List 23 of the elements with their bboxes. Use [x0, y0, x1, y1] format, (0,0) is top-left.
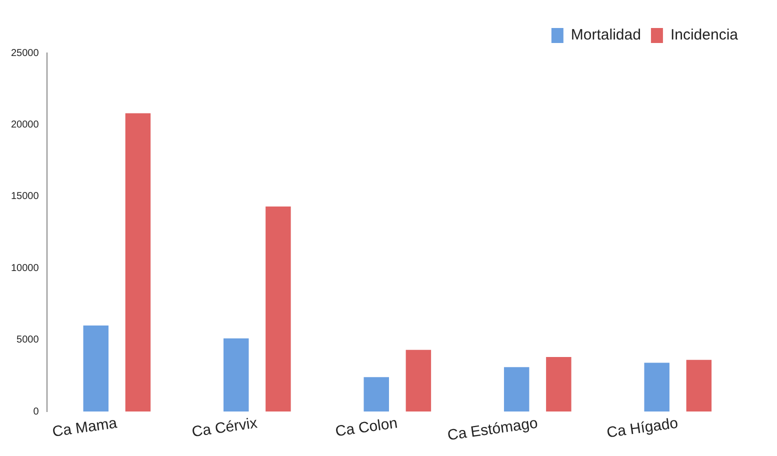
bar — [266, 206, 291, 412]
y-tick-label: 20000 — [10, 119, 40, 130]
legend-label: Mortalidad — [570, 26, 641, 44]
bar — [686, 360, 712, 412]
y-tick-label: 25000 — [10, 48, 40, 59]
bar — [224, 338, 249, 412]
y-tick-label: 10000 — [10, 262, 40, 274]
bar — [504, 367, 530, 412]
x-tick-label: Ca Cérvix — [190, 414, 259, 441]
x-tick-label: Ca Mama — [51, 414, 119, 441]
bar — [364, 377, 389, 412]
legend-label: Incidencia — [670, 26, 739, 44]
bar — [546, 357, 572, 412]
x-tick-label: Ca Colon — [334, 414, 399, 440]
y-tick-label: 15000 — [10, 191, 40, 202]
bar — [125, 113, 151, 412]
x-tick-label: Ca Hígado — [606, 414, 680, 442]
bar — [406, 350, 432, 412]
y-tick-label: 0 — [33, 406, 40, 418]
y-tick-label: 5000 — [16, 334, 40, 346]
x-tick-label: Ca Estómago — [446, 414, 539, 444]
bar — [644, 362, 670, 412]
bar — [83, 325, 109, 412]
